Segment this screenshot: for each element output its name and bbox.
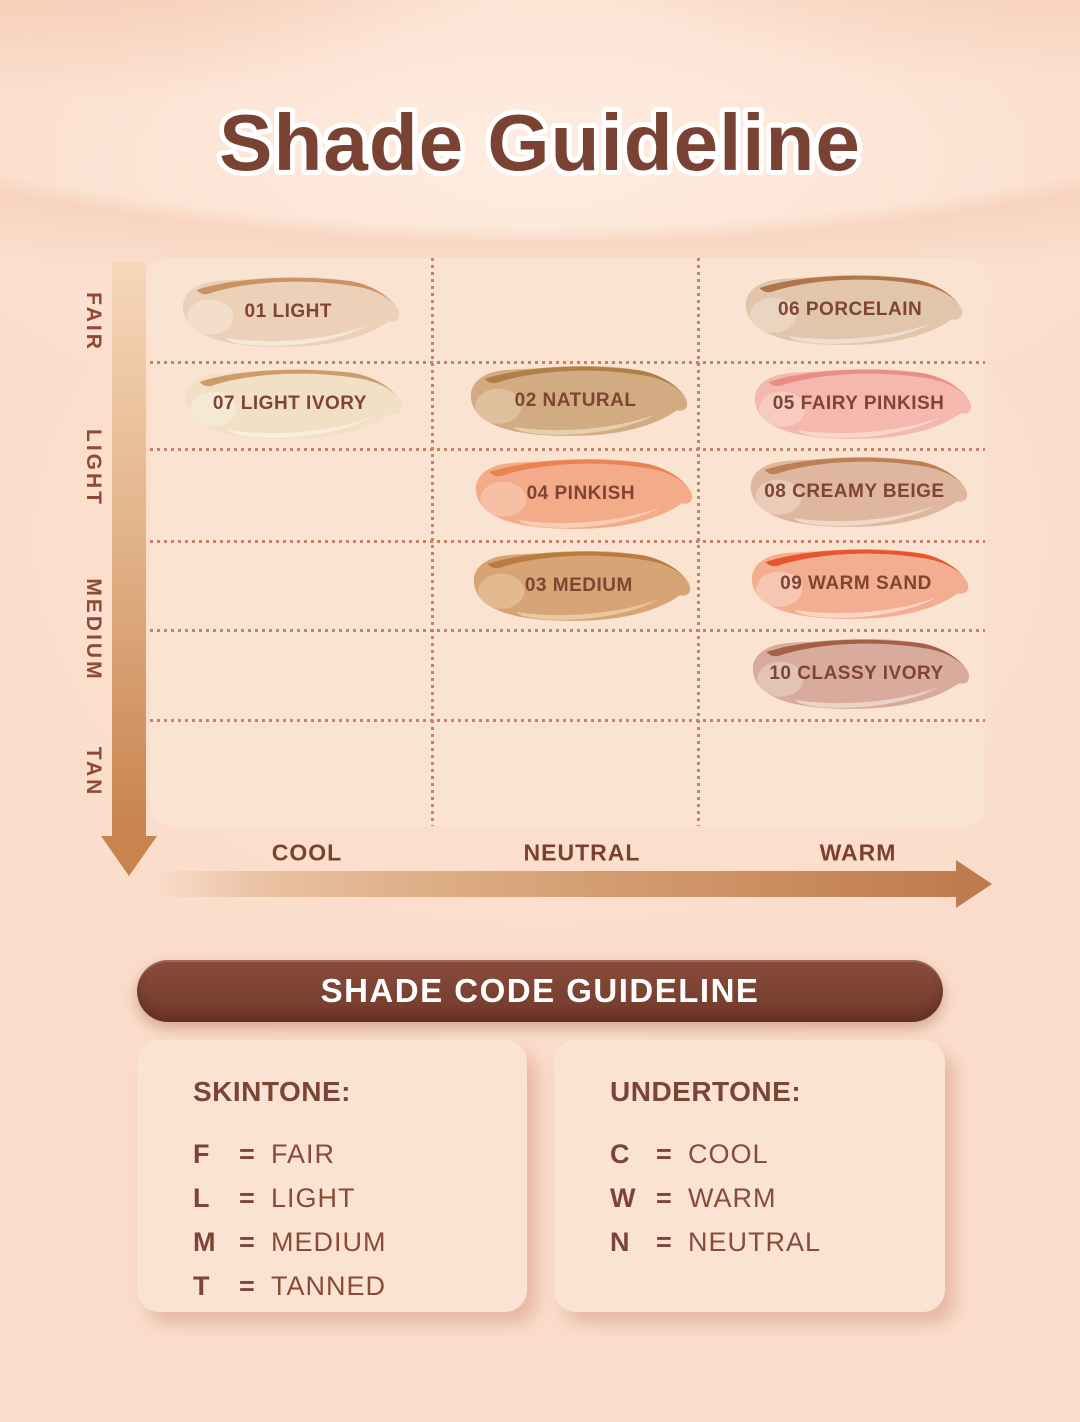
swatch-04-pinkish: 04 PINKISH <box>468 456 698 536</box>
grid-divider <box>150 540 985 543</box>
swatch-09-warm-sand: 09 WARM SAND <box>744 546 974 626</box>
swatch-label: 06 PORCELAIN <box>777 299 923 321</box>
legend-code: L <box>193 1182 210 1213</box>
legend-row: N = NEUTRAL <box>610 1220 927 1264</box>
legend-equals: = <box>239 1270 255 1301</box>
page-title: Shade Guideline <box>219 98 861 187</box>
smear-shape <box>752 639 970 709</box>
legend-row: W = WARM <box>610 1176 927 1220</box>
undertone-legend-card: UNDERTONE: C = COOL W = WARM N = NEUTRAL <box>554 1040 945 1312</box>
smear-shape <box>475 459 693 529</box>
swatch-label: 07 LIGHT IVORY <box>212 393 367 415</box>
undertone-legend-heading: UNDERTONE: <box>610 1076 802 1107</box>
legend-value: TANNED <box>271 1270 387 1301</box>
swatch-label: 08 CREAMY BEIGE <box>764 481 945 503</box>
legend-row: T = TANNED <box>193 1264 509 1308</box>
swatch-01-light: 01 LIGHT <box>175 274 405 354</box>
swatch-label: 09 WARM SAND <box>780 573 932 595</box>
smear-shape <box>182 277 400 347</box>
shade-code-guideline-title: SHADE CODE GUIDELINE <box>320 972 760 1009</box>
legend-value: WARM <box>688 1182 777 1213</box>
swatch-06-porcelain: 06 PORCELAIN <box>738 272 968 352</box>
skintone-legend-heading: SKINTONE: <box>193 1076 351 1107</box>
legend-value: NEUTRAL <box>688 1226 822 1257</box>
skintone-legend-rows: F = FAIR L = LIGHT M = MEDIUM T = TANNED <box>193 1132 509 1308</box>
swatch-02-natural: 02 NATURAL <box>463 363 693 443</box>
legend-equals: = <box>656 1138 672 1169</box>
axis-label-fair: FAIR <box>82 292 105 352</box>
legend-equals: = <box>656 1226 672 1257</box>
smear-shape <box>185 369 403 439</box>
page-title-art: Shade Guideline <box>214 93 865 192</box>
skintone-legend-card: SKINTONE: F = FAIR L = LIGHT M = MEDIUM … <box>137 1040 527 1312</box>
swatch-label: 04 PINKISH <box>526 483 636 505</box>
smear-shape <box>473 551 691 621</box>
swatch-10-classy-ivory: 10 CLASSY IVORY <box>745 636 975 716</box>
swatch-08-creamy-beige: 08 CREAMY BEIGE <box>743 454 973 534</box>
legend-value: MEDIUM <box>271 1226 387 1257</box>
swatch-label: 05 FAIRY PINKISH <box>772 393 945 415</box>
legend-value: COOL <box>688 1138 769 1169</box>
undertone-legend-rows: C = COOL W = WARM N = NEUTRAL <box>610 1132 927 1264</box>
legend-equals: = <box>239 1226 255 1257</box>
axis-label-cool: COOL <box>271 839 343 866</box>
swatch-03-medium: 03 MEDIUM <box>466 548 696 628</box>
legend-row: M = MEDIUM <box>193 1220 509 1264</box>
smear-shape <box>750 457 968 527</box>
smear-shape <box>754 369 972 439</box>
undertone-axis-arrow <box>150 871 956 897</box>
grid-divider <box>150 361 985 364</box>
legend-row: F = FAIR <box>193 1132 509 1176</box>
grid-divider <box>431 258 434 826</box>
grid-divider <box>150 448 985 451</box>
legend-value: FAIR <box>271 1138 336 1169</box>
axis-label-neutral: NEUTRAL <box>523 839 641 866</box>
skintone-axis-arrowhead-icon <box>101 836 157 876</box>
legend-row: C = COOL <box>610 1132 927 1176</box>
legend-equals: = <box>239 1182 255 1213</box>
grid-divider <box>150 719 985 722</box>
legend-equals: = <box>239 1138 255 1169</box>
smear-shape <box>751 549 969 619</box>
legend-code: F <box>193 1138 210 1169</box>
axis-label-light: LIGHT <box>82 429 105 507</box>
legend-equals: = <box>656 1182 672 1213</box>
legend-code: W <box>610 1182 636 1213</box>
swatch-label: 02 NATURAL <box>514 390 637 412</box>
axis-label-medium: MEDIUM <box>82 578 105 682</box>
legend-code: C <box>610 1138 630 1169</box>
swatch-05-fairy-pinkish: 05 FAIRY PINKISH <box>747 366 977 446</box>
grid-divider <box>697 258 700 826</box>
legend-code: T <box>193 1270 210 1301</box>
legend-code: M <box>193 1226 216 1257</box>
axis-label-warm: WARM <box>819 839 897 866</box>
shade-code-guideline-banner: SHADE CODE GUIDELINE <box>137 960 943 1022</box>
legend-code: N <box>610 1226 630 1257</box>
swatch-07-light-ivory: 07 LIGHT IVORY <box>178 366 408 446</box>
smear-shape <box>470 366 688 436</box>
swatch-label: 10 CLASSY IVORY <box>769 663 944 685</box>
undertone-axis-arrowhead-icon <box>956 860 992 908</box>
axis-label-tan: TAN <box>82 746 105 798</box>
shade-grid-panel <box>150 258 985 826</box>
swatch-label: 03 MEDIUM <box>524 575 633 597</box>
legend-value: LIGHT <box>271 1182 356 1213</box>
swatch-label: 01 LIGHT <box>244 301 332 323</box>
smear-shape <box>745 275 963 345</box>
skintone-axis-arrow <box>112 262 146 836</box>
grid-divider <box>150 629 985 632</box>
legend-row: L = LIGHT <box>193 1176 509 1220</box>
